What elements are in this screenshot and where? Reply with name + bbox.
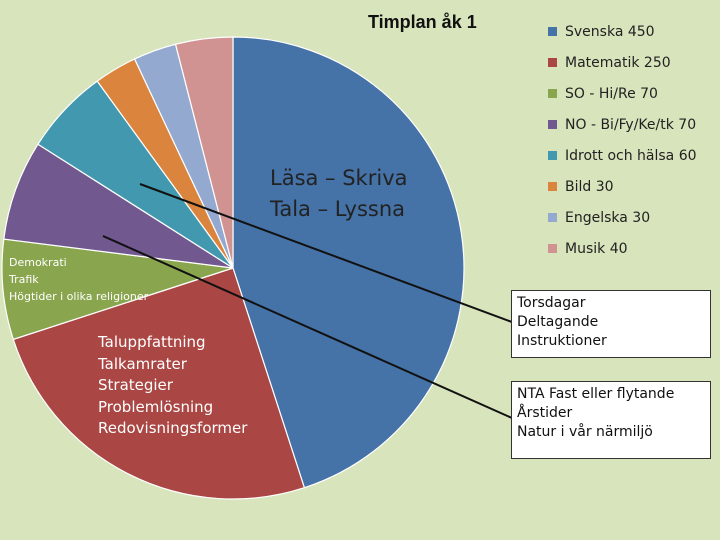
no-callout-line: Torsdagar: [517, 295, 586, 311]
legend-swatch: [548, 151, 557, 160]
so-annotation-line: Demokrati: [9, 256, 67, 269]
legend-swatch: [548, 182, 557, 191]
matematik-annotation-line: Problemlösning: [98, 397, 214, 416]
pie-slice-2: [1, 238, 234, 341]
legend-item: Matematik 250: [548, 47, 697, 78]
legend-item: SO - Hi/Re 70: [548, 78, 697, 109]
legend-item: NO - Bi/Fy/Ke/tk 70: [548, 109, 697, 140]
legend-label: Engelska 30: [565, 209, 651, 226]
legend-label: Svenska 450: [565, 23, 655, 40]
legend-item: Engelska 30: [548, 202, 697, 233]
nta-callout-line: Årstider: [517, 405, 573, 421]
chart-title: Timplan åk 1: [368, 12, 477, 32]
so-annotation-line: Högtider i olika religioner: [9, 290, 149, 303]
legend-swatch: [548, 244, 557, 253]
matematik-annotation: Taluppfattning Talkamrater Strategier Pr…: [98, 332, 247, 440]
legend-label: Matematik 250: [565, 54, 671, 71]
svenska-annotation-line: Tala – Lyssna: [270, 197, 406, 221]
connector-line-nta: [102, 235, 513, 419]
nta-callout-line: Natur i vår närmiljö: [517, 424, 653, 440]
legend-label: Bild 30: [565, 178, 614, 195]
nta-callout-box: NTA Fast eller flytande Årstider Natur i…: [511, 381, 711, 459]
legend-label: Idrott och hälsa 60: [565, 147, 697, 164]
so-annotation-line: Trafik: [9, 273, 39, 286]
legend-label: Musik 40: [565, 240, 628, 257]
legend-item: Musik 40: [548, 233, 697, 264]
pie-slice-1: [12, 267, 306, 500]
no-callout-line: Deltagande: [517, 314, 599, 330]
legend-swatch: [548, 27, 557, 36]
matematik-annotation-line: Taluppfattning: [98, 333, 206, 351]
legend-item: Bild 30: [548, 171, 697, 202]
legend-label: SO - Hi/Re 70: [565, 85, 658, 102]
pie-slice-7: [174, 36, 234, 269]
so-annotation: Demokrati Trafik Högtider i olika religi…: [9, 254, 148, 305]
matematik-annotation-line: Talkamrater: [98, 354, 187, 373]
connector-line-no: [139, 183, 513, 323]
legend-swatch: [548, 58, 557, 67]
nta-callout-line: NTA Fast eller flytande: [517, 386, 675, 402]
matematik-annotation-line: Strategier: [98, 376, 173, 394]
svenska-annotation: Läsa – Skriva Tala – Lyssna: [270, 163, 407, 225]
legend: Svenska 450 Matematik 250 SO - Hi/Re 70 NO …: [548, 16, 697, 264]
no-callout-line: Instruktioner: [517, 333, 607, 349]
pie-slice-3: [3, 143, 234, 269]
legend-swatch: [548, 120, 557, 129]
no-callout-box: Torsdagar Deltagande Instruktioner: [511, 290, 711, 358]
legend-item: Idrott och hälsa 60: [548, 140, 697, 171]
legend-swatch: [548, 213, 557, 222]
svenska-annotation-line: Läsa – Skriva: [270, 166, 408, 190]
matematik-annotation-line: Redovisningsformer: [98, 419, 248, 437]
legend-item: Svenska 450: [548, 16, 697, 47]
legend-swatch: [548, 89, 557, 98]
legend-label: NO - Bi/Fy/Ke/tk 70: [565, 116, 697, 133]
